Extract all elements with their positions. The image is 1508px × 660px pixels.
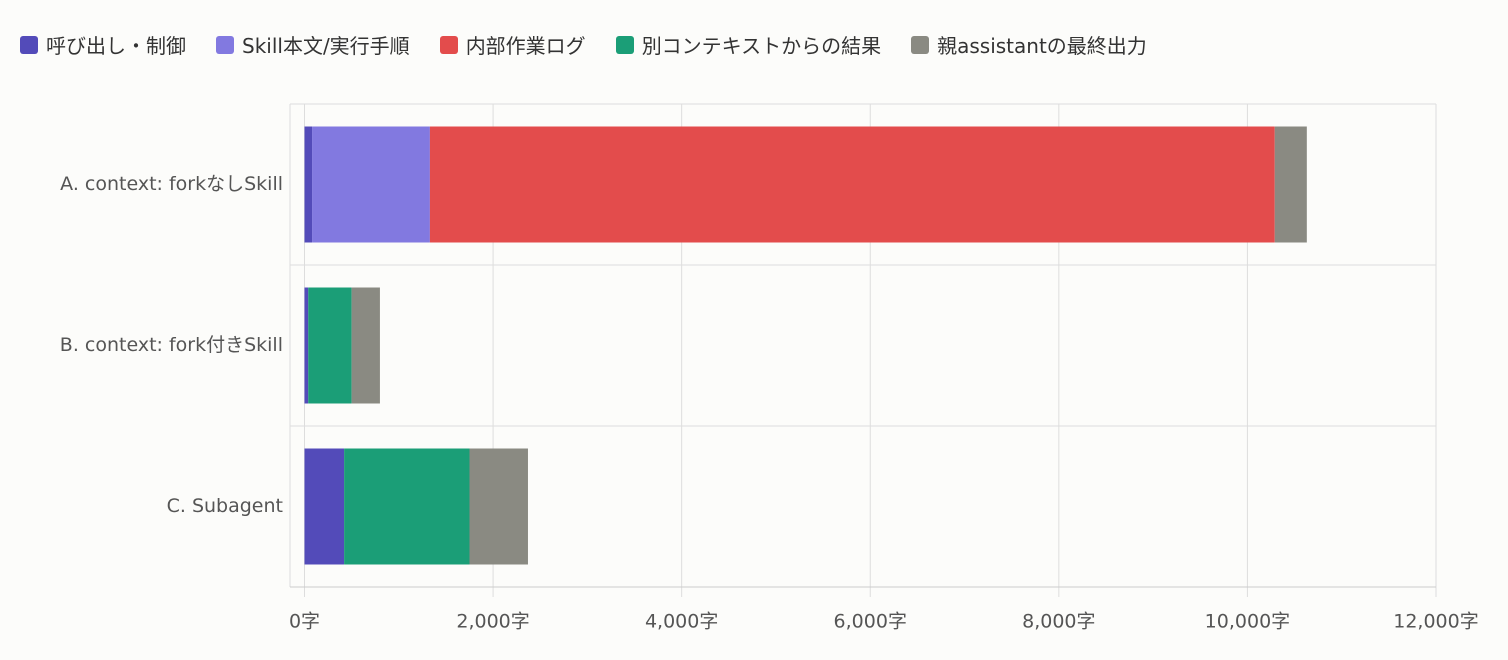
bar-segment [429,126,1275,243]
legend-item: 内部作業ログ [439,30,586,59]
legend-swatch [615,35,634,54]
bar-segment [304,287,309,404]
legend: 呼び出し・制御 Skill本文/実行手順 内部作業ログ 別コンテキストからの結果 親as… [20,30,1147,59]
x-tick-label: 8,000字 [1022,611,1095,633]
y-tick-label: C. Subagent [167,495,283,517]
bar-segment [469,448,528,565]
legend-label: 呼び出し・制御 [46,34,186,58]
legend-item: 呼び出し・制御 [20,30,186,59]
y-tick-label: B. context: fork付きSkill [60,334,283,356]
x-tick-label: 2,000字 [456,611,529,633]
x-tick-label: 12,000字 [1393,611,1478,633]
legend-label: 別コンテキストからの結果 [641,34,882,58]
legend-label: 内部作業ログ [465,34,586,58]
bar-segment [304,448,345,565]
legend-swatch [911,35,930,54]
bar-segment [1274,126,1307,243]
legend-label: Skill本文/実行手順 [242,34,410,58]
legend-label: 親assistantの最終出力 [937,34,1147,58]
legend-item: Skill本文/実行手順 [216,30,410,59]
y-tick-label: A. context: forkなしSkill [60,173,283,195]
legend-swatch [20,35,38,54]
bar-segment [344,448,470,565]
legend-swatch [216,35,234,54]
x-tick-label: 0字 [289,611,320,633]
bar-segment [304,126,313,243]
bar-segment [308,287,352,404]
legend-item: 別コンテキストからの結果 [615,30,882,59]
legend-item: 親assistantの最終出力 [911,30,1147,59]
x-tick-label: 10,000字 [1205,611,1290,633]
bar-segment [312,126,430,243]
x-tick-label: 4,000字 [645,611,718,633]
x-tick-label: 6,000字 [834,611,907,633]
bar-segment [351,287,380,404]
legend-swatch [439,35,458,54]
